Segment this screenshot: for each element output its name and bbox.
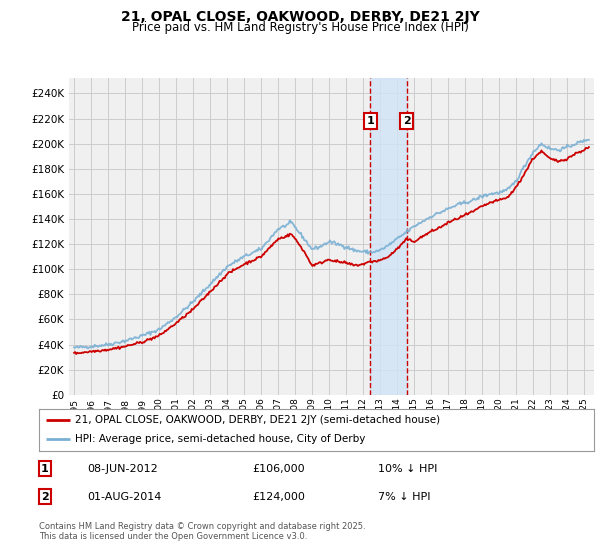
Text: 2: 2 [403, 116, 410, 126]
Text: £124,000: £124,000 [252, 492, 305, 502]
Text: 10% ↓ HPI: 10% ↓ HPI [378, 464, 437, 474]
Text: £106,000: £106,000 [252, 464, 305, 474]
Text: 7% ↓ HPI: 7% ↓ HPI [378, 492, 431, 502]
Text: 21, OPAL CLOSE, OAKWOOD, DERBY, DE21 2JY: 21, OPAL CLOSE, OAKWOOD, DERBY, DE21 2JY [121, 10, 479, 24]
Text: 21, OPAL CLOSE, OAKWOOD, DERBY, DE21 2JY (semi-detached house): 21, OPAL CLOSE, OAKWOOD, DERBY, DE21 2JY… [75, 415, 440, 425]
Text: Price paid vs. HM Land Registry's House Price Index (HPI): Price paid vs. HM Land Registry's House … [131, 21, 469, 34]
Bar [370, 78, 407, 395]
Text: 01-AUG-2014: 01-AUG-2014 [87, 492, 161, 502]
Text: Contains HM Land Registry data © Crown copyright and database right 2025.
This d: Contains HM Land Registry data © Crown c… [39, 522, 365, 542]
Text: 08-JUN-2012: 08-JUN-2012 [87, 464, 158, 474]
Text: 1: 1 [367, 116, 374, 126]
Text: 2: 2 [41, 492, 49, 502]
Text: HPI: Average price, semi-detached house, City of Derby: HPI: Average price, semi-detached house,… [75, 435, 365, 445]
Text: 1: 1 [41, 464, 49, 474]
